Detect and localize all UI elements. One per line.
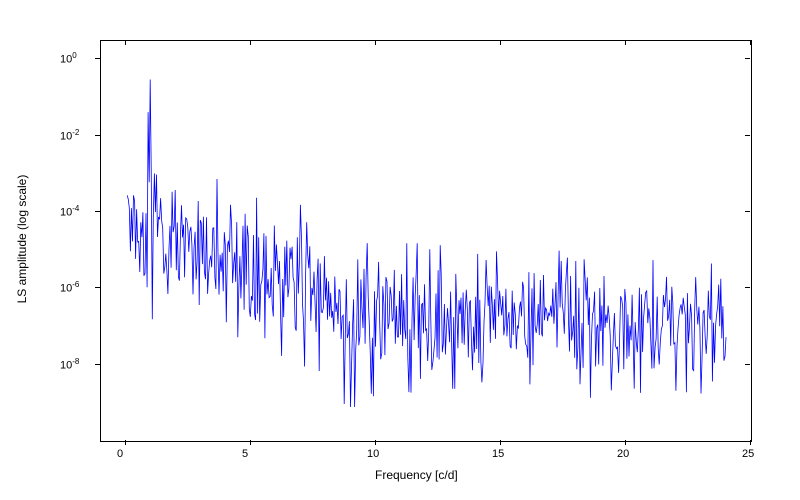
y-tick-label: 10-6 xyxy=(60,280,79,295)
x-tick-mark xyxy=(375,440,376,445)
x-tick-mark xyxy=(500,440,501,445)
y-tick-mark xyxy=(95,135,100,136)
y-tick-mark xyxy=(745,135,750,136)
x-tick-label: 5 xyxy=(242,448,248,460)
x-tick-mark xyxy=(500,40,501,45)
y-tick-mark xyxy=(95,287,100,288)
y-tick-mark xyxy=(745,211,750,212)
x-tick-mark xyxy=(625,440,626,445)
x-tick-mark xyxy=(375,40,376,45)
y-axis-label: LS amplitude (log scale) xyxy=(15,159,29,319)
y-tick-mark xyxy=(745,58,750,59)
y-tick-mark xyxy=(95,58,100,59)
x-tick-mark xyxy=(125,40,126,45)
x-tick-mark xyxy=(750,440,751,445)
y-tick-label: 10-4 xyxy=(60,204,79,219)
x-tick-mark xyxy=(750,40,751,45)
y-tick-mark xyxy=(95,211,100,212)
figure: LS amplitude (log scale) Frequency [c/d]… xyxy=(0,0,800,500)
x-tick-mark xyxy=(125,440,126,445)
periodogram-path xyxy=(127,80,726,408)
x-tick-label: 15 xyxy=(492,448,504,460)
x-tick-label: 20 xyxy=(617,448,629,460)
periodogram-line xyxy=(101,41,751,441)
x-tick-mark xyxy=(250,40,251,45)
y-tick-label: 10-2 xyxy=(60,128,79,143)
y-tick-mark xyxy=(745,287,750,288)
x-axis-label: Frequency [c/d] xyxy=(375,468,458,482)
x-tick-label: 25 xyxy=(742,448,754,460)
x-tick-label: 0 xyxy=(117,448,123,460)
y-tick-mark xyxy=(95,364,100,365)
x-tick-mark xyxy=(250,440,251,445)
x-tick-mark xyxy=(625,40,626,45)
x-tick-label: 10 xyxy=(367,448,379,460)
y-tick-label: 100 xyxy=(60,51,77,66)
plot-area xyxy=(100,40,752,442)
y-tick-label: 10-8 xyxy=(60,357,79,372)
y-tick-mark xyxy=(745,364,750,365)
